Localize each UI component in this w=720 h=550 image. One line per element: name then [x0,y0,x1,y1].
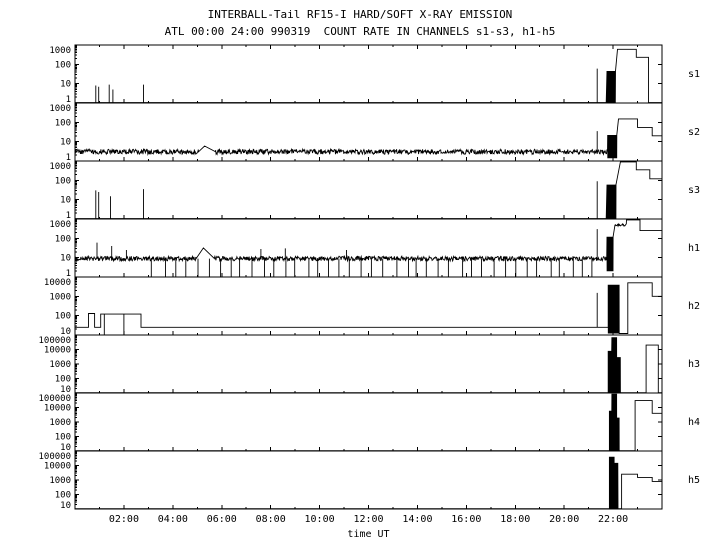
panel-frame-s3 [74,160,663,220]
y-tick-label: 100 [55,176,71,186]
channel-label-h5: h5 [688,475,700,486]
y-tick-label: 10 [60,501,71,511]
y-tick-label: 100 [55,60,71,70]
series-h1 [74,219,662,277]
channel-label-s2: s2 [688,127,700,138]
channel-label-h4: h4 [688,417,700,428]
y-tick-label: 10 [60,327,71,337]
series-h2 [75,282,662,335]
y-tick-label: 100 [55,234,71,244]
channel-label-h2: h2 [688,301,700,312]
chart-title: INTERBALL-Tail RF15-I HARD/SOFT X-RAY EM… [207,8,513,21]
y-tick-label: 1000 [49,46,71,56]
channel-label-h3: h3 [688,359,700,370]
y-tick-label: 100 [55,491,71,501]
panel-frame-s1 [74,44,663,104]
x-axis-label: time UT [347,529,390,540]
y-tick-label: 100000 [38,336,71,346]
panel-s1: 1000 100 10 1 s1 [49,44,700,105]
panel-frame-h4 [74,392,663,452]
y-tick-label: 100000 [38,452,71,462]
series-h3 [75,337,662,394]
y-tick-label: 1 [66,211,71,221]
series-h4 [75,393,662,452]
y-tick-label: 1 [66,95,71,105]
x-tick-label: 16:00 [451,514,481,525]
y-tick-label: 100 [55,312,71,322]
x-tick-label: 06:00 [207,514,237,525]
x-tick-label: 12:00 [353,514,383,525]
y-tick-label: 10 [60,254,71,264]
y-tick-label: 1000 [49,162,71,172]
y-tick-label: 1000 [49,476,71,486]
y-tick-label: 1 [66,269,71,279]
channel-label-s1: s1 [688,69,700,80]
x-tick-label: 18:00 [500,514,530,525]
panel-frame-h2 [74,276,663,336]
x-tick-label: 04:00 [158,514,188,525]
y-tick-label: 1000 [49,104,71,114]
y-tick-label: 10000 [44,278,71,288]
y-tick-label: 10000 [44,462,71,472]
x-tick-label: 22:00 [598,514,628,525]
panel-frame-h1 [74,218,663,278]
series-s1 [75,48,662,104]
y-tick-label: 10 [60,443,71,453]
channel-label-s3: s3 [688,185,700,196]
panel-frame-h5 [74,450,663,510]
y-tick-label: 1 [66,153,71,163]
y-tick-label: 100 [55,375,71,385]
panel-s2: 1000 100 10 1 s2 [49,102,700,163]
series-s3 [75,161,662,220]
y-tick-label: 1000 [49,292,71,302]
x-tick-label: 02:00 [109,514,139,525]
channel-label-h1: h1 [688,243,700,254]
panel-h1: 1000 100 10 1 h1 [49,218,700,279]
y-tick-label: 100 [55,118,71,128]
x-tick-label: 14:00 [402,514,432,525]
y-tick-label: 100 [55,433,71,443]
series-s2 [74,118,662,159]
y-tick-label: 10 [60,138,71,148]
x-tick-label: 08:00 [256,514,286,525]
y-tick-label: 1000 [49,220,71,230]
x-tick-label: 10:00 [305,514,335,525]
y-tick-label: 100000 [38,394,71,404]
y-tick-label: 1000 [49,360,71,370]
y-tick-label: 10 [60,196,71,206]
panel-frame-h3 [74,334,663,394]
y-tick-label: 10000 [44,346,71,356]
y-tick-label: 10 [60,80,71,90]
chart-subtitle: ATL 00:00 24:00 990319 COUNT RATE IN CHA… [164,25,556,38]
series-h5 [75,456,662,510]
y-tick-label: 1000 [49,418,71,428]
x-tick-label: 20:00 [549,514,579,525]
panel-h2: 10000 1000 100 10 h2 [44,276,700,337]
y-tick-label: 10 [60,385,71,395]
panel-s3: 1000 100 10 1 s3 [49,160,700,221]
y-tick-label: 10000 [44,404,71,414]
